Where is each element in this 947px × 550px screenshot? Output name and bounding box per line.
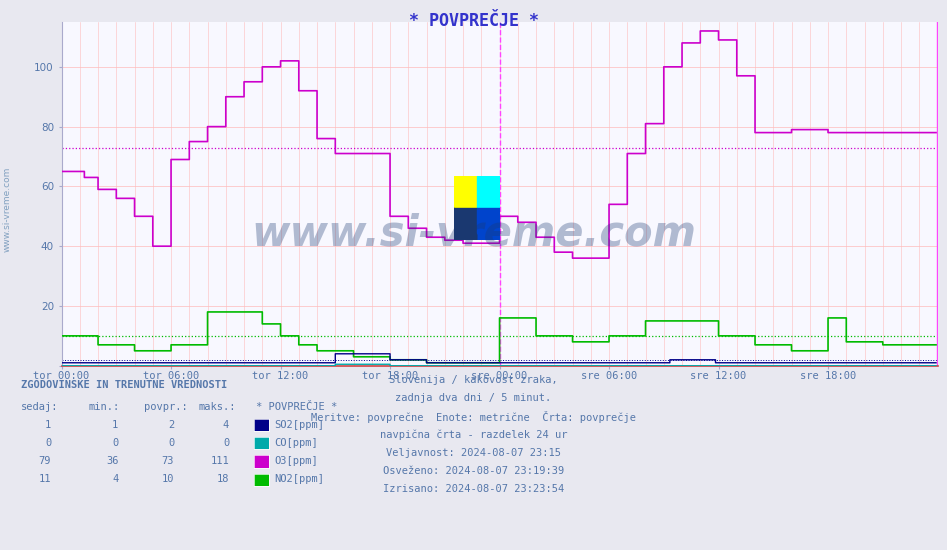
Text: 4: 4 [223, 420, 229, 430]
Text: 10: 10 [162, 474, 174, 485]
Text: 2: 2 [168, 420, 174, 430]
Text: navpična črta - razdelek 24 ur: navpična črta - razdelek 24 ur [380, 430, 567, 440]
Text: 79: 79 [39, 456, 51, 466]
Text: min.:: min.: [88, 402, 119, 412]
Text: zadnja dva dni / 5 minut.: zadnja dva dni / 5 minut. [396, 393, 551, 403]
Text: Veljavnost: 2024-08-07 23:15: Veljavnost: 2024-08-07 23:15 [386, 448, 561, 458]
Text: * POVPREČJE *: * POVPREČJE * [408, 12, 539, 30]
Text: Slovenija / kakovost zraka,: Slovenija / kakovost zraka, [389, 375, 558, 385]
Text: 111: 111 [210, 456, 229, 466]
Polygon shape [477, 208, 500, 240]
Text: 0: 0 [45, 438, 51, 448]
Text: www.si-vreme.com: www.si-vreme.com [3, 166, 12, 252]
Text: 0: 0 [223, 438, 229, 448]
Text: sedaj:: sedaj: [21, 402, 59, 412]
Text: 11: 11 [39, 474, 51, 485]
Polygon shape [455, 208, 477, 240]
Text: 1: 1 [45, 420, 51, 430]
Text: povpr.:: povpr.: [144, 402, 188, 412]
Text: 4: 4 [112, 474, 118, 485]
Text: Osveženo: 2024-08-07 23:19:39: Osveženo: 2024-08-07 23:19:39 [383, 466, 564, 476]
Text: O3[ppm]: O3[ppm] [275, 456, 318, 466]
Text: SO2[ppm]: SO2[ppm] [275, 420, 325, 430]
Text: * POVPREČJE *: * POVPREČJE * [256, 402, 337, 412]
Text: 18: 18 [217, 474, 229, 485]
Text: 0: 0 [112, 438, 118, 448]
Text: Izrisano: 2024-08-07 23:23:54: Izrisano: 2024-08-07 23:23:54 [383, 484, 564, 494]
Text: 0: 0 [168, 438, 174, 448]
Text: Meritve: povprečne  Enote: metrične  Črta: povprečje: Meritve: povprečne Enote: metrične Črta:… [311, 411, 636, 424]
Text: CO[ppm]: CO[ppm] [275, 438, 318, 448]
Polygon shape [477, 177, 500, 208]
Polygon shape [455, 177, 477, 208]
Text: maks.:: maks.: [199, 402, 237, 412]
Text: 73: 73 [162, 456, 174, 466]
Text: 36: 36 [106, 456, 118, 466]
Text: NO2[ppm]: NO2[ppm] [275, 474, 325, 485]
Polygon shape [455, 208, 477, 240]
Text: ZGODOVINSKE IN TRENUTNE VREDNOSTI: ZGODOVINSKE IN TRENUTNE VREDNOSTI [21, 379, 227, 390]
Text: www.si-vreme.com: www.si-vreme.com [251, 213, 696, 255]
Text: 1: 1 [112, 420, 118, 430]
